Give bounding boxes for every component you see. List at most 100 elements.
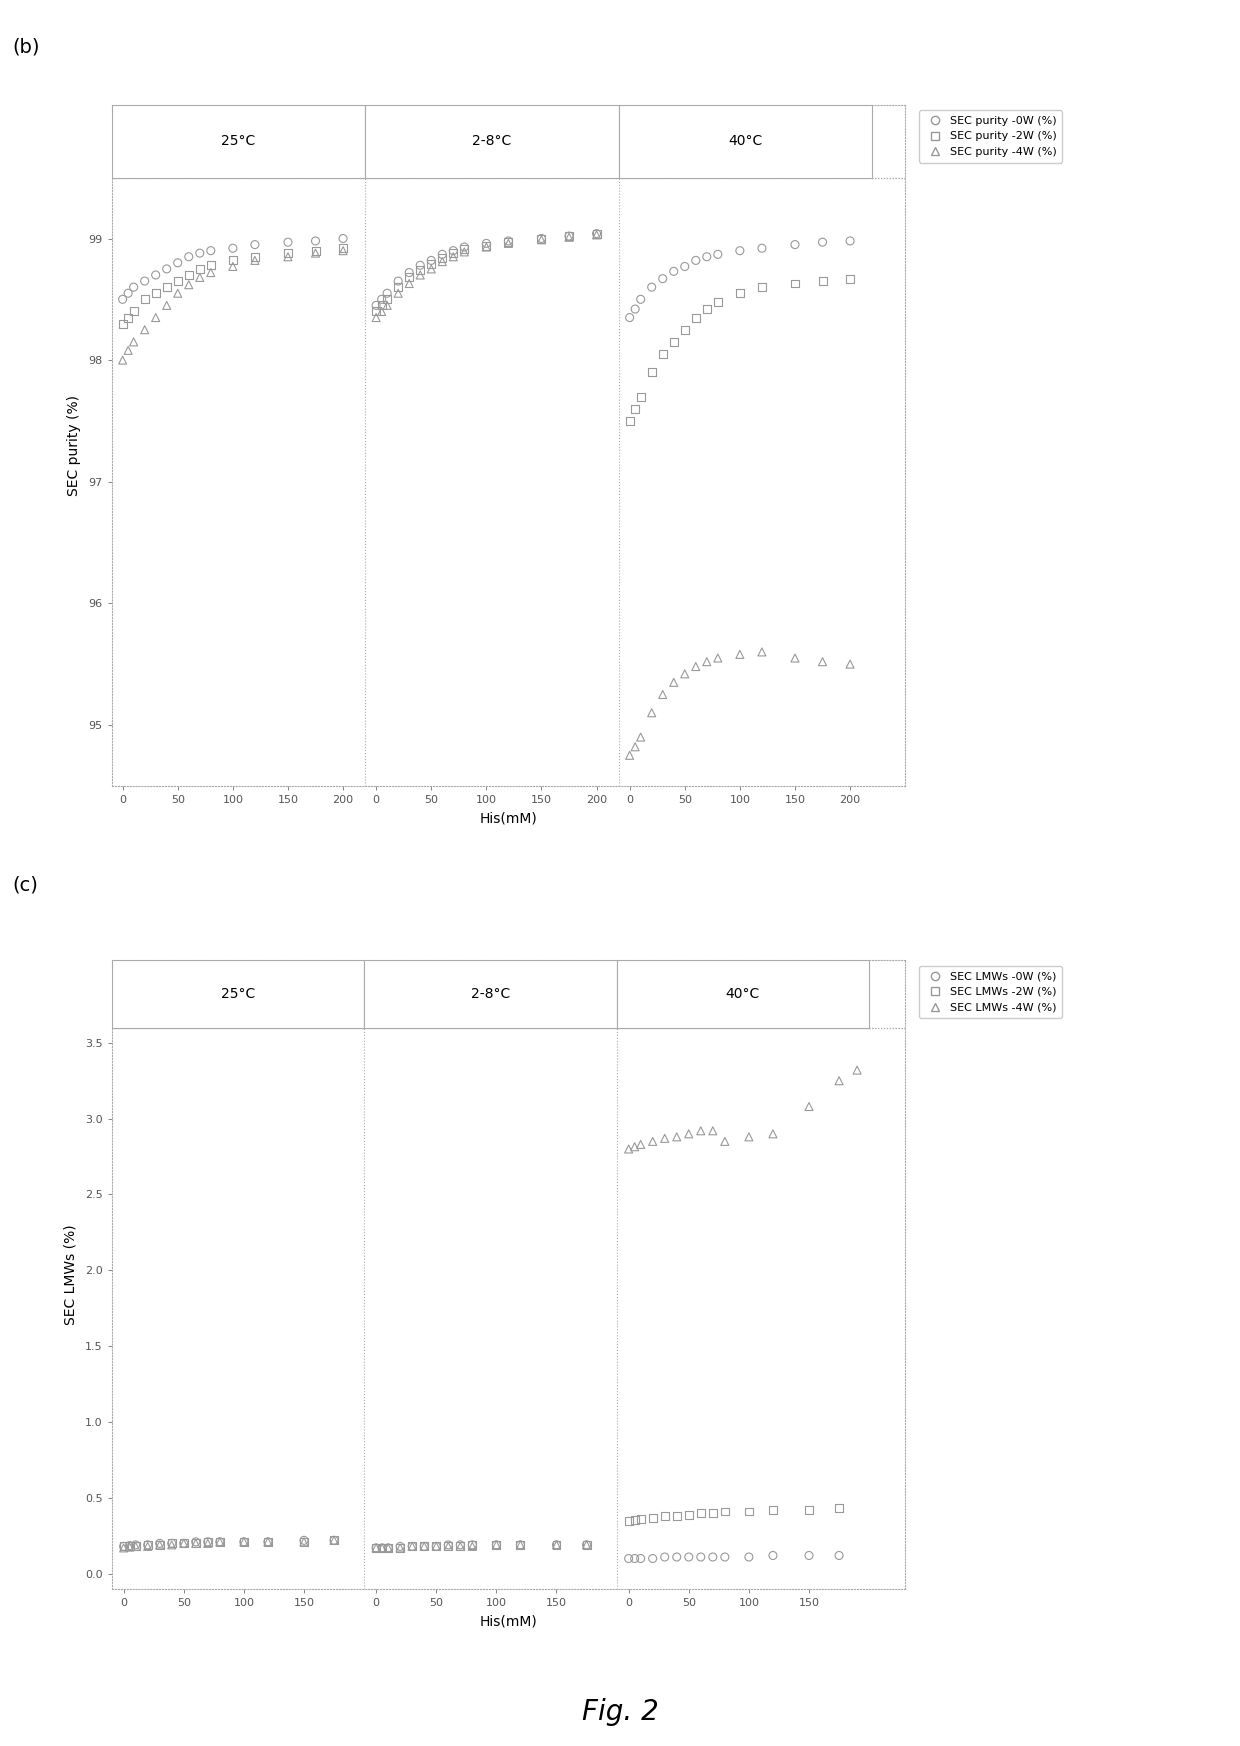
Point (675, 660, 694, 688)
Point (476, 229, 496, 257)
Point (785, 644, 805, 672)
Point (372, 285, 392, 313)
Point (691, 1117, 711, 1145)
Point (146, 262, 166, 290)
Legend: SEC purity -0W (%), SEC purity -2W (%), SEC purity -4W (%): SEC purity -0W (%), SEC purity -2W (%), … (919, 110, 1063, 162)
Point (587, 220, 606, 248)
Point (652, 340, 672, 368)
Point (427, 1533, 446, 1561)
Point (198, 1528, 218, 1556)
Point (625, 295, 645, 323)
Point (258, 1528, 278, 1556)
Point (201, 237, 221, 265)
Point (444, 239, 464, 267)
Point (258, 1528, 278, 1556)
Bar (365, 960, 616, 1028)
Point (667, 1502, 687, 1529)
Point (587, 220, 606, 248)
Point (414, 1533, 434, 1561)
Point (161, 1529, 181, 1557)
Point (486, 1531, 506, 1559)
Point (511, 1531, 531, 1559)
Point (366, 1535, 386, 1563)
Point (619, 1545, 639, 1573)
Point (190, 255, 210, 283)
Point (730, 641, 750, 669)
Point (642, 698, 662, 726)
Point (532, 225, 552, 253)
Point (841, 650, 861, 677)
Point (125, 1531, 145, 1559)
Point (655, 1124, 675, 1152)
Point (642, 1503, 662, 1531)
Point (691, 1500, 711, 1528)
Point (619, 1135, 639, 1163)
Point (799, 1093, 818, 1121)
Legend: SEC LMWs -0W (%), SEC LMWs -2W (%), SEC LMWs -4W (%): SEC LMWs -0W (%), SEC LMWs -2W (%), SEC … (919, 966, 1061, 1018)
Point (785, 230, 805, 258)
Point (124, 328, 144, 356)
Point (625, 1133, 645, 1161)
Point (476, 232, 496, 260)
Point (402, 1533, 422, 1561)
Point (697, 243, 717, 271)
Point (201, 251, 221, 279)
Y-axis label: SEC purity (%): SEC purity (%) (67, 395, 82, 496)
Point (378, 1535, 398, 1563)
Point (427, 1533, 446, 1561)
Point (450, 1533, 470, 1561)
Point (454, 236, 474, 264)
Point (433, 241, 453, 269)
Point (138, 1531, 157, 1559)
Point (278, 239, 298, 267)
Point (258, 1528, 278, 1556)
Point (463, 1531, 482, 1559)
Point (410, 257, 430, 285)
Point (120, 1533, 140, 1561)
Point (444, 243, 464, 271)
Point (414, 1533, 434, 1561)
Point (444, 237, 464, 265)
Point (675, 253, 694, 281)
Point (686, 653, 706, 681)
Point (812, 648, 832, 676)
Text: 40°C: 40°C (728, 134, 763, 148)
Point (135, 316, 155, 344)
Point (150, 1531, 170, 1559)
Point (642, 1128, 662, 1156)
Point (739, 1543, 759, 1571)
Point (120, 1531, 140, 1559)
Point (841, 227, 861, 255)
Point (730, 237, 750, 265)
Point (547, 1531, 567, 1559)
Point (334, 225, 353, 253)
Point (577, 1531, 596, 1559)
Point (138, 1531, 157, 1559)
Point (378, 1535, 398, 1563)
Point (210, 1528, 229, 1556)
Point (439, 1531, 459, 1559)
Text: 40°C: 40°C (725, 986, 760, 1000)
Point (156, 292, 176, 320)
Point (830, 1495, 849, 1523)
Point (377, 285, 397, 313)
Point (372, 1535, 392, 1563)
Point (366, 304, 386, 332)
Point (642, 358, 662, 386)
Point (463, 1533, 482, 1561)
Point (114, 1533, 134, 1561)
Point (678, 1119, 698, 1147)
Bar (619, 105, 872, 178)
Point (751, 272, 771, 300)
Point (422, 255, 441, 283)
Point (686, 246, 706, 274)
Text: 25°C: 25°C (221, 986, 255, 1000)
Point (686, 304, 706, 332)
Point (620, 304, 640, 332)
Point (422, 246, 441, 274)
Point (391, 1535, 410, 1563)
Point (190, 239, 210, 267)
Point (655, 1543, 675, 1571)
Point (388, 272, 408, 300)
Point (378, 1535, 398, 1563)
